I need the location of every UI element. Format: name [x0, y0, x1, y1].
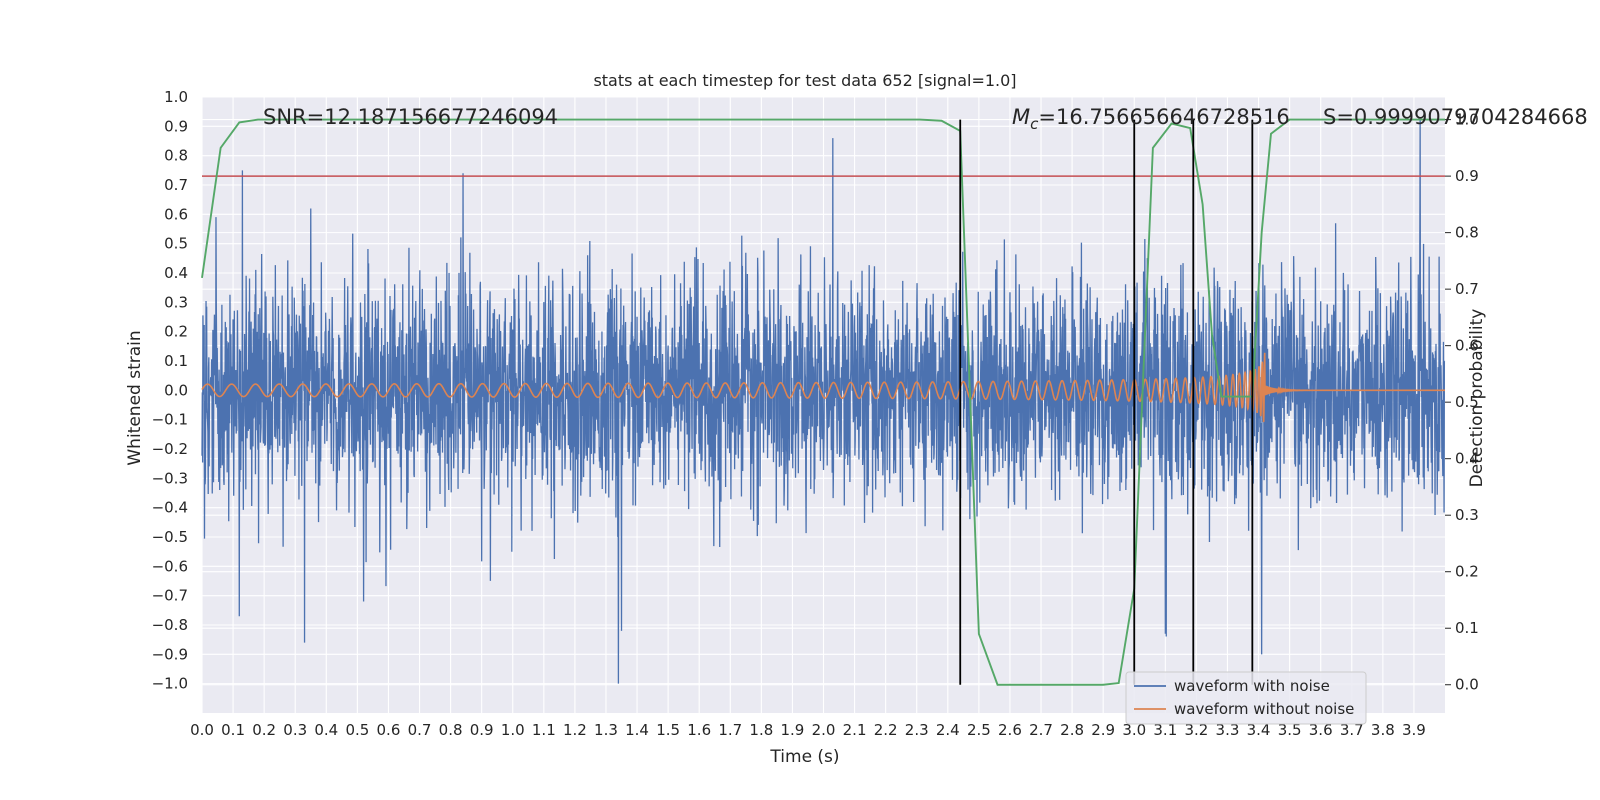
x-tick-label: 0.9	[470, 721, 494, 739]
y-tick-label: 0.8	[164, 147, 188, 165]
mc-value: =16.756656646728516	[1038, 105, 1289, 129]
x-tick-label: 2.8	[1060, 721, 1084, 739]
s-annotation: S=0.9999079704284668	[1323, 105, 1588, 129]
x-tick-label: 0.8	[439, 721, 463, 739]
x-tick-label: 0.3	[283, 721, 307, 739]
x-tick-label: 1.1	[532, 721, 556, 739]
y-tick-label: −0.9	[152, 645, 188, 663]
x-tick-label: 1.0	[501, 721, 525, 739]
mc-annotation: Mc=16.756656646728516	[1012, 105, 1290, 133]
x-tick-label: 2.2	[874, 721, 898, 739]
y-tick-label: −0.3	[152, 469, 188, 487]
legend-label-clean: waveform without noise	[1174, 700, 1354, 718]
x-tick-label: 3.2	[1184, 721, 1208, 739]
y-tick-label: 0.1	[164, 352, 188, 370]
x-tick-label: 3.3	[1216, 721, 1240, 739]
y-tick-label: −0.7	[152, 587, 188, 605]
x-tick-label: 2.5	[967, 721, 991, 739]
y-tick-label: 0.2	[164, 323, 188, 341]
x-tick-label: 0.2	[252, 721, 276, 739]
y2-tick-label: 1.0	[1455, 111, 1479, 129]
x-tick-label: 1.2	[563, 721, 587, 739]
x-tick-label: 3.4	[1247, 721, 1271, 739]
legend-box	[1125, 671, 1367, 725]
x-tick-label: 2.3	[905, 721, 929, 739]
x-tick-label: 3.1	[1153, 721, 1177, 739]
y-tick-label: −0.8	[152, 616, 188, 634]
y2-tick-label: 0.4	[1455, 450, 1479, 468]
x-tick-label: 1.8	[749, 721, 773, 739]
mc-symbol: M	[1012, 105, 1030, 129]
y-tick-label: −0.5	[152, 528, 188, 546]
x-tick-label: 2.7	[1029, 721, 1053, 739]
y-tick-label: 0.6	[164, 205, 188, 223]
x-tick-label: 1.3	[594, 721, 618, 739]
y-tick-label: 0.0	[164, 381, 188, 399]
x-tick-label: 0.7	[408, 721, 432, 739]
x-tick-label: 2.6	[998, 721, 1022, 739]
legend-label-noise: waveform with noise	[1174, 677, 1330, 695]
x-tick-label: 3.6	[1309, 721, 1333, 739]
y2-tick-label: 0.8	[1455, 224, 1479, 242]
x-tick-label: 1.9	[780, 721, 804, 739]
x-tick-label: 0.6	[377, 721, 401, 739]
snr-annotation: SNR=12.187156677246094	[263, 105, 558, 129]
series-waveform-without-noise	[201, 352, 1445, 423]
y2-tick-label: 0.6	[1455, 337, 1479, 355]
y2-tick-label: 0.3	[1455, 506, 1479, 524]
y-tick-label: 1.0	[164, 88, 188, 106]
x-tick-label: 0.0	[190, 721, 214, 739]
x-tick-label: 0.1	[221, 721, 245, 739]
x-tick-label: 3.8	[1371, 721, 1395, 739]
y-tick-label: −1.0	[152, 675, 188, 693]
y-tick-label: 0.7	[164, 176, 188, 194]
y2-tick-label: 0.5	[1455, 393, 1479, 411]
y2-tick-label: 0.0	[1455, 676, 1479, 694]
y2-tick-label: 0.9	[1455, 167, 1479, 185]
x-tick-label: 2.1	[843, 721, 867, 739]
x-tick-label: 2.4	[936, 721, 960, 739]
chart-title: stats at each timestep for test data 652…	[593, 71, 1016, 90]
x-tick-label: 2.9	[1091, 721, 1115, 739]
y-tick-label: 0.9	[164, 117, 188, 135]
y-tick-label: 0.5	[164, 235, 188, 253]
x-tick-label: 3.9	[1402, 721, 1426, 739]
y-tick-label: −0.2	[152, 440, 188, 458]
y-tick-label: −0.6	[152, 557, 188, 575]
x-axis-label: Time (s)	[769, 747, 839, 767]
x-tick-label: 3.7	[1340, 721, 1364, 739]
x-tick-label: 1.5	[656, 721, 680, 739]
legend: waveform with noise waveform without noi…	[1125, 671, 1367, 725]
x-tick-label: 3.5	[1278, 721, 1302, 739]
y2-axis-label: Detection probability	[1467, 309, 1487, 488]
y2-tick-label: 0.2	[1455, 563, 1479, 581]
mc-subscript: c	[1030, 115, 1039, 133]
y-tick-label: 0.4	[164, 264, 188, 282]
y-axis-label: Whitened strain	[125, 330, 145, 465]
y-tick-label: 0.3	[164, 293, 188, 311]
x-tick-label: 2.0	[812, 721, 836, 739]
y-tick-label: −0.1	[152, 411, 188, 429]
x-tick-label: 3.0	[1122, 721, 1146, 739]
x-tick-label: 1.4	[625, 721, 649, 739]
x-tick-label: 0.5	[345, 721, 369, 739]
x-tick-label: 1.7	[718, 721, 742, 739]
y2-tick-label: 0.7	[1455, 280, 1479, 298]
x-tick-label: 1.6	[687, 721, 711, 739]
y-tick-label: −0.4	[152, 499, 188, 517]
y2-tick-label: 0.1	[1455, 619, 1479, 637]
x-tick-label: 0.4	[314, 721, 338, 739]
